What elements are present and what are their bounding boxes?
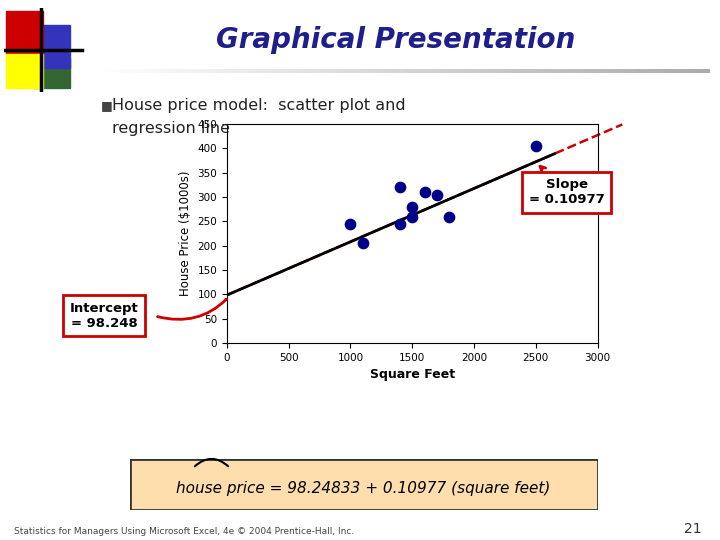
Text: house price = 98.24833 + 0.10977 (square feet): house price = 98.24833 + 0.10977 (square… bbox=[176, 481, 551, 496]
Bar bbox=[32, 25, 70, 69]
Point bbox=[530, 141, 541, 150]
Text: 21: 21 bbox=[685, 522, 702, 536]
Text: regression line: regression line bbox=[112, 121, 230, 136]
Point bbox=[407, 212, 418, 221]
Point bbox=[444, 212, 455, 221]
X-axis label: Square Feet: Square Feet bbox=[369, 368, 455, 381]
Text: Intercept
= 98.248: Intercept = 98.248 bbox=[70, 302, 139, 330]
Text: House price model:  scatter plot and: House price model: scatter plot and bbox=[112, 98, 405, 113]
Text: Graphical Presentation: Graphical Presentation bbox=[216, 26, 576, 55]
Point bbox=[431, 190, 443, 199]
Text: ■: ■ bbox=[101, 99, 112, 112]
Point bbox=[542, 178, 554, 187]
Bar bbox=[6, 11, 43, 54]
Bar bbox=[32, 58, 70, 87]
Bar bbox=[6, 54, 43, 87]
Point bbox=[419, 188, 431, 197]
Point bbox=[357, 239, 369, 247]
Text: Statistics for Managers Using Microsoft Excel, 4e © 2004 Prentice-Hall, Inc.: Statistics for Managers Using Microsoft … bbox=[14, 526, 355, 536]
Point bbox=[394, 219, 405, 228]
Point bbox=[394, 183, 405, 192]
Y-axis label: House Price ($1000s): House Price ($1000s) bbox=[179, 171, 192, 296]
Point bbox=[407, 202, 418, 211]
Text: Slope
= 0.10977: Slope = 0.10977 bbox=[528, 166, 605, 206]
Point bbox=[345, 219, 356, 228]
